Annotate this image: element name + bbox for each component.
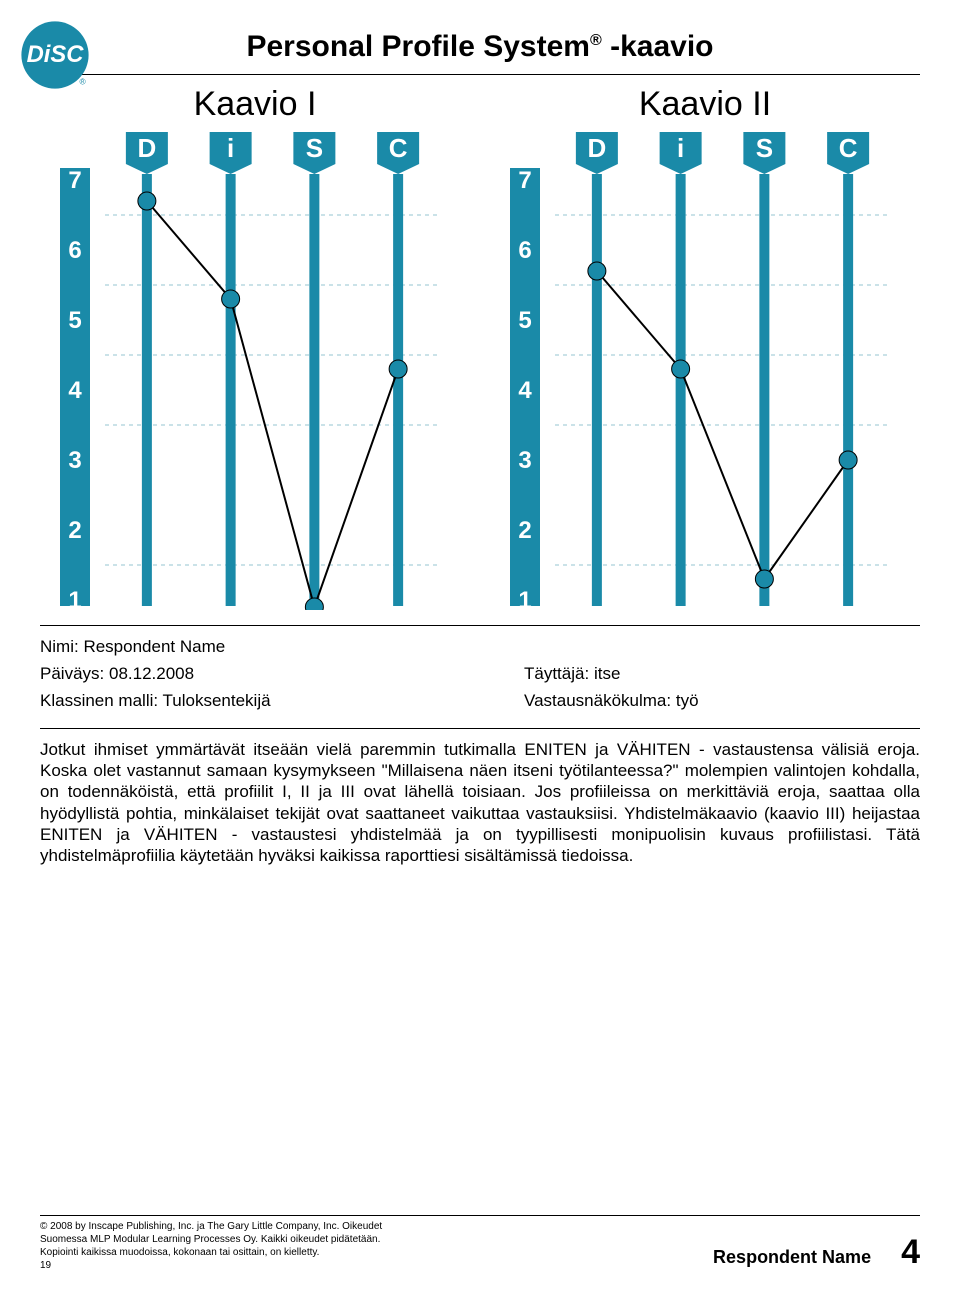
chart-2-svg: 7 6 5 4 3 2 1 Di S C bbox=[510, 130, 900, 610]
svg-text:3: 3 bbox=[68, 447, 81, 474]
svg-text:D: D bbox=[137, 133, 156, 163]
divider bbox=[40, 74, 920, 75]
svg-text:1: 1 bbox=[68, 587, 81, 610]
meta-date: Päiväys: 08.12.2008 bbox=[40, 663, 194, 686]
meta-model: Klassinen malli: Tuloksentekijä bbox=[40, 690, 271, 713]
footer-respondent: Respondent Name bbox=[713, 1247, 871, 1268]
svg-text:2: 2 bbox=[518, 517, 531, 544]
svg-text:5: 5 bbox=[68, 307, 81, 334]
svg-text:C: C bbox=[839, 133, 858, 163]
meta-block: Nimi: Respondent Name Päiväys: 08.12.200… bbox=[40, 636, 920, 713]
svg-text:7: 7 bbox=[68, 167, 81, 194]
divider bbox=[40, 728, 920, 729]
svg-text:2: 2 bbox=[68, 517, 81, 544]
svg-text:S: S bbox=[756, 133, 773, 163]
chart-2: Kaavio II 7 6 5 4 3 2 1 Di S C bbox=[510, 85, 900, 610]
svg-text:i: i bbox=[227, 133, 234, 163]
footer-copyright: © 2008 by Inscape Publishing, Inc. ja Th… bbox=[40, 1220, 382, 1272]
svg-text:5: 5 bbox=[518, 307, 531, 334]
svg-text:C: C bbox=[389, 133, 408, 163]
svg-text:i: i bbox=[677, 133, 684, 163]
svg-text:4: 4 bbox=[68, 377, 82, 404]
disc-logo: DiSC ® bbox=[20, 20, 90, 90]
divider bbox=[40, 625, 920, 626]
svg-text:DiSC: DiSC bbox=[27, 41, 85, 68]
footer-page-number: 4 bbox=[901, 1233, 920, 1272]
chart-1-title: Kaavio I bbox=[60, 85, 450, 124]
svg-text:7: 7 bbox=[518, 167, 531, 194]
svg-text:6: 6 bbox=[518, 237, 531, 264]
svg-text:4: 4 bbox=[518, 377, 532, 404]
meta-name: Nimi: Respondent Name bbox=[40, 636, 225, 659]
svg-text:1: 1 bbox=[518, 587, 531, 610]
svg-text:D: D bbox=[587, 133, 606, 163]
svg-text:®: ® bbox=[80, 76, 87, 86]
meta-view: Vastausnäkökulma: työ bbox=[524, 690, 920, 713]
chart-2-title: Kaavio II bbox=[510, 85, 900, 124]
chart-1-svg: 7 6 5 4 3 2 1 Di S C bbox=[60, 130, 450, 610]
charts-container: Kaavio I 7 6 5 4 3 2 1 Di S C Kaavio II 7 6 5 4 3 2 1 Di… bbox=[40, 85, 920, 610]
svg-text:3: 3 bbox=[518, 447, 531, 474]
page-footer: © 2008 by Inscape Publishing, Inc. ja Th… bbox=[40, 1215, 920, 1272]
chart-1: Kaavio I 7 6 5 4 3 2 1 Di S C bbox=[60, 85, 450, 610]
meta-filler: Täyttäjä: itse bbox=[524, 663, 920, 686]
page-title: Personal Profile System® -kaavio bbox=[40, 30, 920, 64]
svg-text:S: S bbox=[306, 133, 323, 163]
body-paragraph: Jotkut ihmiset ymmärtävät itseään vielä … bbox=[40, 739, 920, 867]
divider bbox=[40, 1215, 920, 1216]
svg-text:6: 6 bbox=[68, 237, 81, 264]
